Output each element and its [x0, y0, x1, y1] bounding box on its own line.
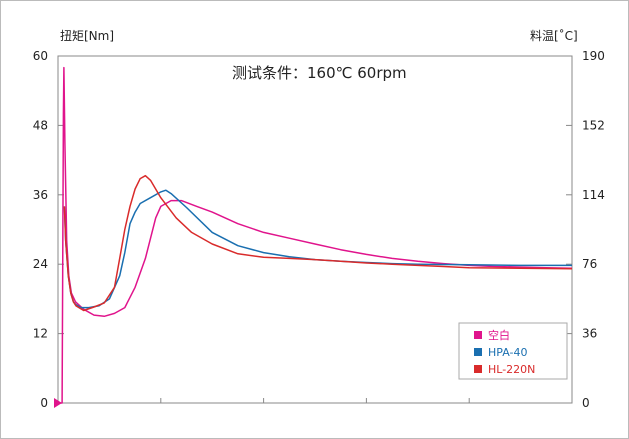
right-tick-label: 0: [582, 396, 590, 410]
legend-label: HPA-40: [488, 346, 527, 359]
series-line-HL-220N: [63, 174, 573, 312]
left-tick-label: 0: [40, 396, 48, 410]
left-tick-label: 36: [33, 188, 48, 202]
plot-box: [57, 55, 573, 404]
legend-swatch: [474, 348, 482, 356]
legend-label: HL-220N: [488, 363, 535, 376]
right-tick-label: 190: [582, 49, 605, 63]
test-condition-text: 测试条件：160℃ 60rpm: [232, 64, 407, 82]
legend-swatch: [474, 331, 482, 339]
left-tick-label: 60: [33, 49, 48, 63]
left-tick-label: 24: [33, 257, 48, 271]
left-tick-label: 48: [33, 118, 48, 132]
right-tick-label: 152: [582, 118, 605, 132]
right-tick-label: 36: [582, 327, 597, 341]
legend-label: 空白: [488, 328, 510, 342]
right-tick-label: 76: [582, 257, 597, 271]
right-axis-title: 料温[˚C]: [530, 28, 578, 43]
series-line-HPA-40: [63, 189, 572, 309]
right-tick-label: 114: [582, 188, 605, 202]
left-axis-title: 扭矩[Nm]: [60, 29, 114, 43]
left-tick-label: 12: [33, 327, 48, 341]
legend-swatch: [474, 365, 482, 373]
